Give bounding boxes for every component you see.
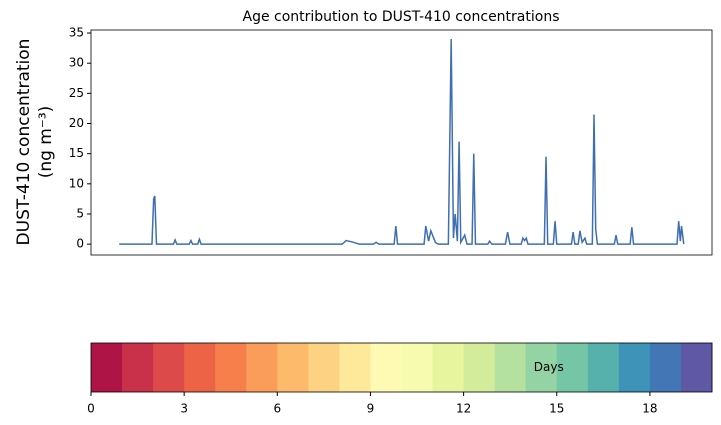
colorbar-cell xyxy=(556,343,589,392)
data-line xyxy=(119,39,685,246)
colorbar-cell xyxy=(680,343,713,392)
colorbar-tick-label: 18 xyxy=(642,402,657,416)
colorbar-tick-label: 12 xyxy=(456,402,471,416)
colorbar-cell xyxy=(122,343,154,392)
colorbar-cell xyxy=(587,343,620,392)
colorbar-cell xyxy=(370,343,402,392)
colorbar-cell xyxy=(401,343,434,392)
colorbar-cell xyxy=(308,343,340,392)
y-tick-label: 5 xyxy=(76,206,84,220)
colorbar-tick-label: 3 xyxy=(180,402,188,416)
colorbar-cell xyxy=(184,343,216,392)
colorbar-cell xyxy=(246,343,278,392)
y-tick-label: 20 xyxy=(69,116,84,130)
colorbar-tick-label: 6 xyxy=(273,402,281,416)
colorbar-tick-label: 9 xyxy=(367,402,375,416)
colorbar-cell xyxy=(277,343,309,392)
chart-title: Age contribution to DUST-410 concentrati… xyxy=(243,9,560,25)
colorbar-cell xyxy=(91,343,123,392)
y-tick-label: 0 xyxy=(76,237,84,251)
colorbar-cell xyxy=(432,343,465,392)
y-axis-label: DUST-410 concentration xyxy=(14,39,34,246)
y-axis-label: (ng m⁻³) xyxy=(36,106,56,179)
colorbar-cell xyxy=(525,343,558,392)
y-tick-label: 15 xyxy=(69,146,84,160)
colorbar-cell xyxy=(215,343,247,392)
y-tick-label: 35 xyxy=(69,26,84,40)
y-tick-label: 10 xyxy=(69,176,84,190)
colorbar-frame xyxy=(90,342,713,393)
colorbar-tick-label: 15 xyxy=(549,402,564,416)
colorbar-cell xyxy=(339,343,371,392)
colorbar-cell xyxy=(649,343,682,392)
colorbar-label: Days xyxy=(534,360,564,374)
colorbar-cell xyxy=(463,343,496,392)
y-tick-label: 25 xyxy=(69,86,84,100)
plot-frame xyxy=(90,29,713,256)
y-tick-label: 30 xyxy=(69,56,84,70)
colorbar-cell xyxy=(494,343,527,392)
colorbar-cell xyxy=(153,343,185,392)
colorbar-tick-label: 0 xyxy=(87,402,95,416)
colorbar-cell xyxy=(618,343,651,392)
